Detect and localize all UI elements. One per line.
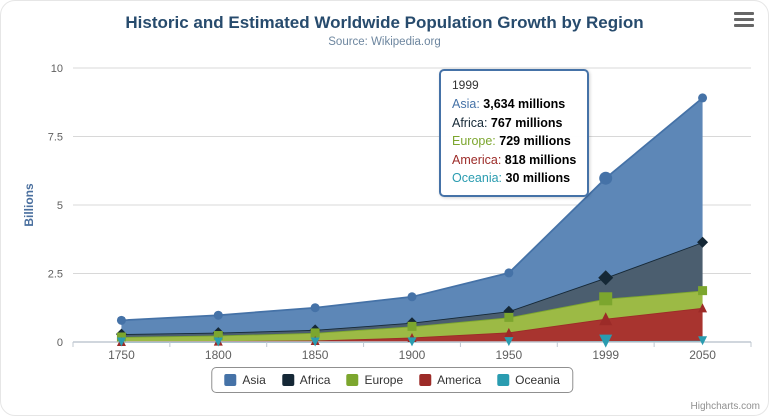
- tooltip-series-value: 767 millions: [490, 115, 563, 130]
- tooltip-series-value: 3,634 millions: [483, 97, 566, 111]
- point-america-1999[interactable]: [599, 312, 613, 326]
- point-africa-1999[interactable]: [598, 270, 614, 286]
- tooltip-rows: Asia: 3,634 millions Africa: 767 millions…: [452, 95, 576, 188]
- x-axis-tick-label: 1800: [205, 348, 232, 362]
- point-america-2050[interactable]: [698, 303, 708, 313]
- area-africa: [121, 242, 703, 337]
- point-oceania-1800[interactable]: [213, 337, 223, 347]
- tooltip-row-america: America: 818 millions: [452, 151, 576, 170]
- point-europe-1900[interactable]: [407, 321, 417, 331]
- tooltip-header: 1999: [452, 78, 479, 92]
- point-oceania-1950[interactable]: [504, 337, 514, 347]
- point-oceania-2050[interactable]: [698, 336, 708, 346]
- x-axis-tick-label: 1850: [302, 348, 329, 362]
- y-axis-tick-label: 2.5: [48, 269, 63, 281]
- credits-link[interactable]: Highcharts.com: [690, 401, 760, 412]
- tooltip-series-label: Africa:: [452, 115, 491, 130]
- legend-symbol: [419, 374, 432, 386]
- point-africa-2050[interactable]: [697, 236, 709, 248]
- point-asia-1800[interactable]: [213, 310, 223, 320]
- tooltip: 1999 Asia: 3,634 millions Africa: 767 mil…: [439, 69, 590, 197]
- tooltip-series-value: 729 millions: [499, 134, 571, 148]
- y-axis-tick-label: 0: [57, 337, 63, 349]
- y-axis-title: Billions: [22, 183, 36, 227]
- point-america-1950[interactable]: [504, 327, 514, 337]
- point-asia-1950[interactable]: [504, 268, 514, 278]
- x-axis-tick-label: 1750: [108, 348, 135, 362]
- point-oceania-1999[interactable]: [599, 334, 613, 348]
- x-axis-tick-label: 1900: [399, 348, 426, 362]
- point-asia-1999[interactable]: [599, 171, 613, 185]
- y-axis-tick-label: 10: [51, 63, 63, 75]
- hamburger-bar: [734, 12, 754, 15]
- legend-item-america[interactable]: America: [419, 373, 481, 387]
- chart-title: Historic and Estimated Worldwide Populat…: [125, 13, 644, 32]
- tooltip-row-africa: Africa: 767 millions: [452, 114, 576, 133]
- point-asia-2050[interactable]: [698, 93, 708, 103]
- point-europe-1850[interactable]: [310, 328, 320, 338]
- tooltip-series-label: Oceania:: [452, 171, 506, 185]
- point-europe-1800[interactable]: [213, 331, 223, 341]
- y-axis-tick-label: 7.5: [48, 132, 63, 144]
- x-axis-tick-label: 1950: [496, 348, 523, 362]
- point-oceania-1850[interactable]: [310, 337, 320, 347]
- point-europe-1999[interactable]: [599, 292, 613, 306]
- hamburger-bar: [734, 24, 754, 27]
- tooltip-row-asia: Asia: 3,634 millions: [452, 95, 576, 114]
- point-asia-1850[interactable]: [310, 303, 320, 313]
- tooltip-series-label: Asia:: [452, 97, 484, 111]
- tooltip-row-oceania: Oceania: 30 millions: [452, 169, 576, 188]
- x-axis-tick-label: 1999: [592, 348, 619, 362]
- point-asia-1900[interactable]: [407, 292, 417, 302]
- point-oceania-1750[interactable]: [116, 337, 126, 347]
- point-europe-2050[interactable]: [698, 286, 708, 296]
- legend-symbol: [497, 374, 510, 386]
- legend: Asia Africa Europe America Oceania: [211, 367, 573, 393]
- hamburger-icon: [734, 12, 754, 27]
- legend-item-europe[interactable]: Europe: [346, 373, 403, 387]
- legend-label: Oceania: [515, 373, 560, 387]
- legend-item-oceania[interactable]: Oceania: [497, 373, 560, 387]
- chart-subtitle: Source: Wikipedia.org: [328, 36, 441, 48]
- legend-item-africa[interactable]: Africa: [281, 373, 331, 387]
- legend-label: America: [437, 373, 482, 387]
- y-axis-tick-label: 5: [57, 200, 63, 212]
- legend-label: Asia: [242, 373, 266, 387]
- tooltip-series-value: 818 millions: [504, 152, 577, 167]
- tooltip-series-label: Europe:: [452, 134, 500, 148]
- hamburger-bar: [734, 18, 754, 21]
- area-america: [121, 307, 703, 342]
- legend-symbol: [281, 374, 294, 386]
- legend-label: Africa: [299, 373, 331, 387]
- legend-symbol: [346, 374, 359, 386]
- export-menu-button[interactable]: [734, 12, 754, 30]
- legend-item-asia[interactable]: Asia: [224, 373, 266, 387]
- point-asia-1750[interactable]: [116, 315, 126, 325]
- x-axis-tick-label: 2050: [689, 348, 716, 362]
- point-oceania-1900[interactable]: [407, 337, 417, 347]
- tooltip-row-europe: Europe: 729 millions: [452, 132, 576, 151]
- legend-symbol: [224, 374, 237, 386]
- area-asia: [121, 97, 703, 335]
- point-europe-1950[interactable]: [504, 312, 514, 322]
- tooltip-series-value: 30 millions: [505, 171, 571, 185]
- legend-label: Europe: [364, 373, 404, 387]
- tooltip-series-label: America:: [452, 152, 505, 167]
